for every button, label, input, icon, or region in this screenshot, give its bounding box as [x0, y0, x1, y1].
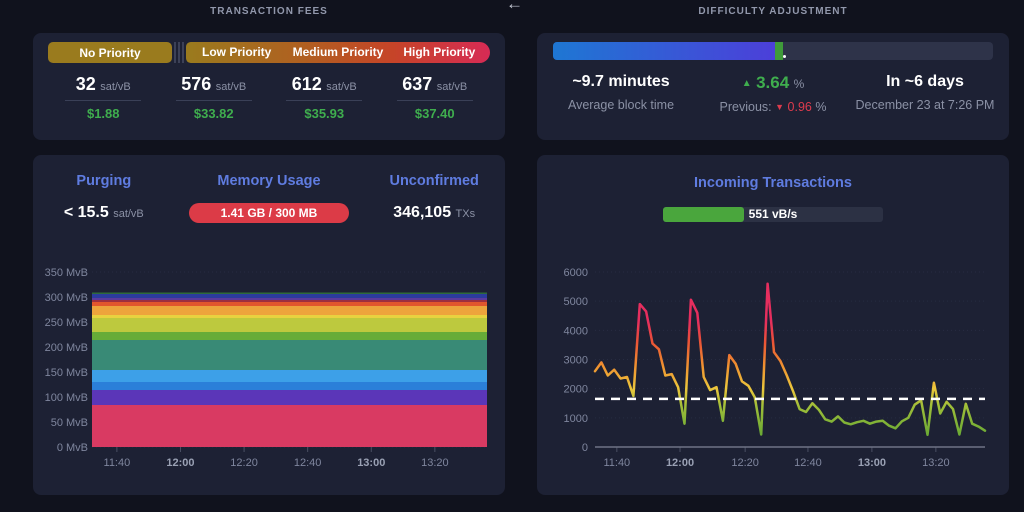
fee-tier-bar: No Priority Low Priority Medium Priority…: [48, 42, 490, 63]
svg-text:12:20: 12:20: [731, 457, 759, 469]
incoming-rate-fill: [663, 207, 745, 222]
svg-text:250 MvB: 250 MvB: [45, 317, 88, 329]
svg-text:12:20: 12:20: [230, 457, 258, 469]
previous-change-line: Previous: ▼ 0.96 %: [697, 100, 849, 114]
svg-text:200 MvB: 200 MvB: [45, 342, 88, 354]
fee-usd: $37.40: [414, 106, 455, 121]
svg-text:11:40: 11:40: [603, 457, 630, 469]
avg-block-time-value: ~9.7 minutes: [572, 73, 670, 90]
fee-unit: sat/vB: [100, 81, 131, 93]
fee-rate: 637: [402, 74, 433, 94]
triangle-down-icon: ▼: [775, 102, 785, 112]
svg-text:2000: 2000: [564, 384, 588, 396]
difficulty-change-value: 3.64: [756, 73, 790, 92]
purging-header[interactable]: Purging: [76, 173, 132, 189]
svg-text:3000: 3000: [564, 355, 588, 367]
svg-text:11:40: 11:40: [104, 457, 131, 469]
difficulty-progress-fill: [553, 42, 775, 60]
unconfirmed-header[interactable]: Unconfirmed: [389, 173, 479, 189]
fee-unit: sat/vB: [326, 81, 357, 93]
triangle-up-icon: ▲: [741, 78, 752, 89]
svg-text:13:20: 13:20: [421, 457, 449, 469]
fee-cell-medium-priority: 612 sat/vB $35.93: [269, 74, 380, 121]
svg-text:100 MvB: 100 MvB: [45, 392, 88, 404]
arrow-left-icon[interactable]: ←: [506, 0, 523, 13]
fee-usd: $1.88: [86, 106, 120, 121]
fee-values-row: 32 sat/vB $1.88 576 sat/vB $33.82 612 sa…: [48, 74, 490, 121]
high-priority-label: High Priority: [403, 45, 476, 59]
previous-change-value: 0.96: [787, 100, 812, 114]
incoming-transactions-line-chart: 0 1000 2000 3000 4000 5000 6000 11:40 12:00 12:20…: [564, 267, 987, 469]
transaction-fees-title: TRANSACTION FEES: [210, 6, 328, 17]
memory-usage-header[interactable]: Memory Usage: [217, 173, 321, 189]
mempool-stats-row: < 15.5 sat/vB 1.41 GB / 300 MB 346,105 T…: [33, 203, 505, 223]
difficulty-panel: ~9.7 minutes Average block time ▲ 3.64 %…: [537, 33, 1009, 140]
purging-unit: sat/vB: [113, 208, 144, 220]
incoming-transactions-header[interactable]: Incoming Transactions: [694, 175, 852, 191]
retarget-eta-cell: In ~6 days December 23 at 7:26 PM: [849, 73, 1001, 114]
incoming-rate-bar: 551 vB/s: [663, 207, 883, 222]
difficulty-stats-row: ~9.7 minutes Average block time ▲ 3.64 %…: [545, 73, 1001, 114]
svg-text:300 MvB: 300 MvB: [45, 292, 88, 304]
previous-label: Previous:: [719, 100, 772, 114]
mempool-stacked-area-chart: 0 MvB 50 MvB 100 MvB 150 MvB 200 MvB 250 MvB 3…: [45, 267, 487, 469]
svg-text:50 MvB: 50 MvB: [51, 417, 88, 429]
difficulty-adjustment-title: DIFFICULTY ADJUSTMENT: [698, 6, 848, 17]
svg-text:1000: 1000: [564, 413, 588, 425]
medium-priority-label: Medium Priority: [292, 45, 384, 59]
svg-text:12:00: 12:00: [666, 457, 694, 469]
incoming-transactions-panel: Incoming Transactions 551 vB/s 0 1000 2000…: [537, 155, 1009, 495]
incoming-rate-label: 551 vB/s: [748, 207, 798, 221]
svg-text:350 MvB: 350 MvB: [45, 267, 88, 279]
fee-rate: 32: [75, 74, 96, 94]
fee-rate: 612: [291, 74, 322, 94]
fee-cell-no-priority: 32 sat/vB $1.88: [48, 74, 159, 121]
svg-text:4000: 4000: [564, 325, 588, 337]
priority-gradient-bar: Low Priority Medium Priority High Priori…: [186, 42, 490, 63]
fee-usd: $35.93: [304, 106, 345, 121]
transaction-fees-panel: No Priority Low Priority Medium Priority…: [33, 33, 505, 140]
difficulty-progress-marker: [774, 42, 786, 60]
svg-text:12:40: 12:40: [794, 457, 822, 469]
no-priority-pill: No Priority: [48, 42, 172, 63]
mempool-panel: Purging Memory Usage Unconfirmed < 15.5 …: [33, 155, 505, 495]
fee-unit: sat/vB: [215, 81, 247, 93]
svg-text:0: 0: [582, 442, 588, 454]
unconfirmed-count: 346,105: [393, 204, 452, 221]
fee-unit: sat/vB: [436, 81, 468, 93]
svg-text:13:00: 13:00: [858, 457, 886, 469]
low-priority-label: Low Priority: [201, 45, 272, 59]
avg-block-time-cell: ~9.7 minutes Average block time: [545, 73, 697, 114]
svg-text:13:00: 13:00: [357, 457, 385, 469]
retarget-eta-value: In ~6 days: [886, 73, 964, 90]
memory-usage-badge: 1.41 GB / 300 MB: [188, 203, 349, 223]
svg-text:0 MvB: 0 MvB: [57, 442, 88, 454]
fee-cell-low-priority: 576 sat/vB $33.82: [159, 74, 270, 121]
difficulty-change-unit: %: [793, 77, 805, 91]
svg-text:6000: 6000: [564, 267, 588, 279]
difficulty-change-cell: ▲ 3.64 % Previous: ▼ 0.96 %: [697, 73, 849, 114]
unconfirmed-unit: TXs: [455, 208, 476, 220]
retarget-eta-date: December 23 at 7:26 PM: [855, 98, 995, 112]
mempool-headers-row: Purging Memory Usage Unconfirmed: [33, 173, 505, 189]
svg-text:13:20: 13:20: [922, 457, 950, 469]
avg-block-time-label: Average block time: [567, 98, 675, 112]
svg-text:5000: 5000: [564, 296, 588, 308]
fee-rate: 576: [181, 74, 212, 94]
difficulty-progress-bar: [553, 42, 993, 60]
svg-text:12:40: 12:40: [294, 457, 322, 469]
svg-text:12:00: 12:00: [166, 457, 194, 469]
purging-value: < 15.5: [63, 204, 109, 221]
svg-text:150 MvB: 150 MvB: [45, 367, 88, 379]
fee-cell-high-priority: 637 sat/vB $37.40: [380, 74, 491, 121]
fee-tier-separator: [172, 42, 186, 63]
previous-change-unit: %: [815, 100, 827, 114]
fee-usd: $33.82: [193, 106, 234, 121]
